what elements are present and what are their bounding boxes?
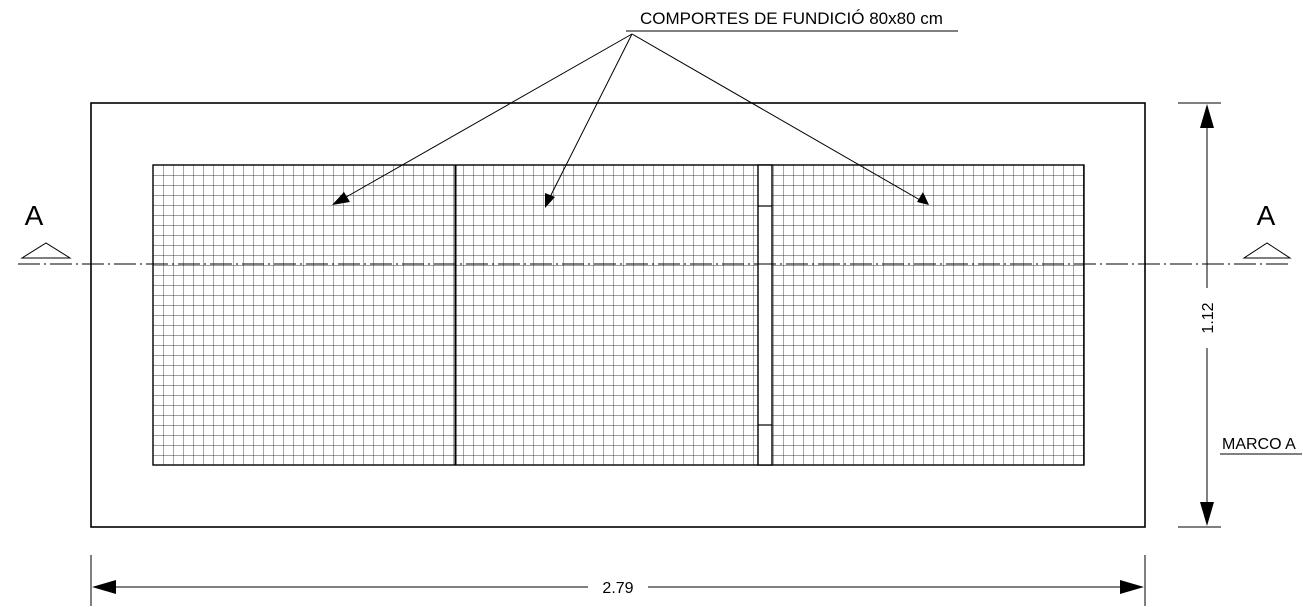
frame-label-group: MARCO A <box>1220 436 1302 455</box>
dimension-height: 1.12 <box>1178 102 1221 528</box>
arrowhead-right-icon <box>917 192 929 205</box>
dimension-height-label: 1.12 <box>1200 302 1217 333</box>
grate-cover-left <box>153 165 455 465</box>
frame-label: MARCO A <box>1222 436 1296 453</box>
dim-arrow-left-icon <box>92 580 116 594</box>
section-marker-left: A <box>20 200 72 259</box>
outer-frame <box>90 102 1146 528</box>
leader-line-left <box>340 33 633 201</box>
grate-cover-right <box>772 165 1084 465</box>
dimension-width-label: 2.79 <box>602 580 633 597</box>
dimension-width: 2.79 <box>90 555 1146 606</box>
cover-divider-strip <box>757 164 773 466</box>
dim-arrow-right-icon <box>1120 580 1144 594</box>
arrowhead-left-icon <box>332 192 350 205</box>
callout-label: COMPORTES DE FUNDICIÓ 80x80 cm <box>640 9 943 28</box>
arrowhead-middle-icon <box>545 193 555 208</box>
section-label-left: A <box>25 200 44 231</box>
section-marker-right: A <box>1242 200 1292 259</box>
dim-arrow-bottom-icon <box>1200 502 1214 526</box>
callout: COMPORTES DE FUNDICIÓ 80x80 cm <box>332 9 958 208</box>
section-label-right: A <box>1257 200 1276 231</box>
leader-line-middle <box>548 33 633 200</box>
dim-arrow-top-icon <box>1200 104 1214 128</box>
section-triangle-left-icon <box>20 242 72 259</box>
leader-line-right <box>631 33 921 201</box>
section-triangle-right-icon <box>1242 242 1292 259</box>
grate-covers <box>152 164 1085 466</box>
grate-area-border <box>152 164 1085 466</box>
grate-cover-middle <box>456 165 758 465</box>
